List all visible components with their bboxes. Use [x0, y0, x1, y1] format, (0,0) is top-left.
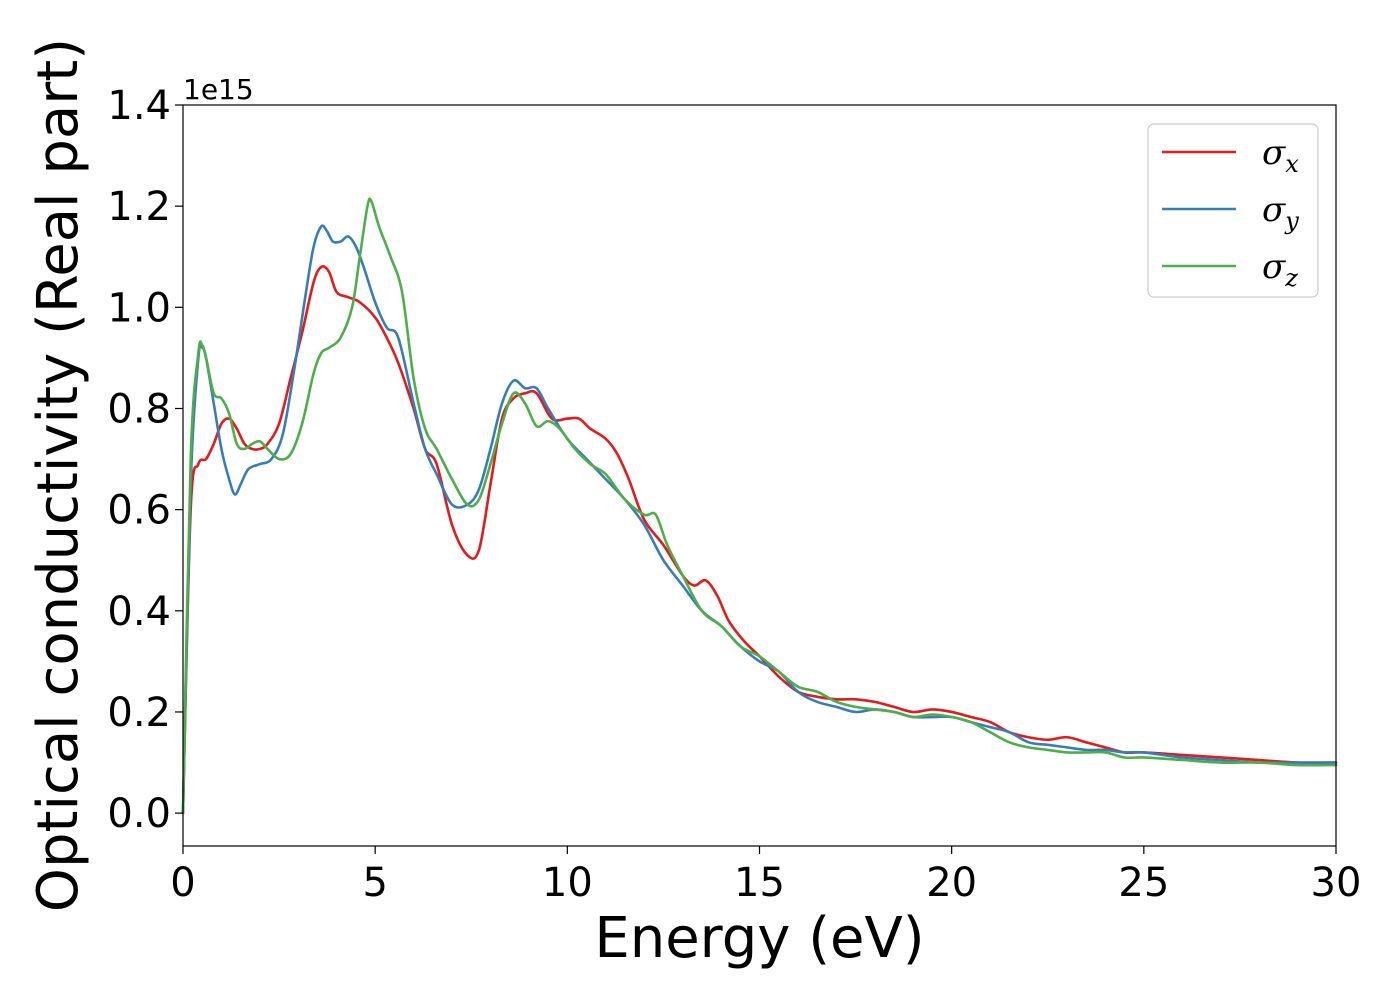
legend-items: σx σy σz [1162, 133, 1299, 292]
legend-label-x: σx [1262, 133, 1299, 178]
x-tick-label: 20 [926, 860, 977, 906]
y-tick-label: 0.8 [107, 386, 171, 432]
x-tick-label: 25 [1118, 860, 1169, 906]
x-tick-label: 10 [542, 860, 593, 906]
plot-background [183, 105, 1336, 846]
y-tick-label: 1.4 [107, 83, 171, 129]
x-axis-label: Energy (eV) [594, 906, 924, 971]
legend-label-z: σz [1262, 247, 1298, 292]
y-tick-label: 1.0 [107, 285, 171, 331]
x-tick-label: 5 [362, 860, 387, 906]
y-tick-label: 0.0 [107, 791, 171, 837]
x-axis: 0 5 10 15 20 25 30 [170, 846, 1361, 906]
legend-box [1147, 123, 1319, 298]
x-tick-label: 15 [734, 860, 785, 906]
series-line-z [181, 197, 1338, 815]
y-axis: 0.0 0.2 0.4 0.6 0.8 1.0 1.2 1.4 [107, 83, 183, 837]
legend-label-y: σy [1262, 190, 1299, 235]
series-layer [181, 197, 1338, 815]
y-tick-label: 0.6 [107, 488, 171, 534]
series-line-x [181, 265, 1338, 815]
y-tick-label: 1.2 [107, 184, 171, 230]
legend: σx σy σz [1147, 123, 1319, 298]
series-line-y [181, 224, 1338, 815]
y-tick-label: 0.4 [107, 589, 171, 635]
x-tick-label: 0 [170, 860, 195, 906]
y-axis-label: Optical conductivity (Real part) [26, 38, 91, 912]
x-tick-label: 30 [1311, 860, 1362, 906]
y-tick-label: 0.2 [107, 690, 171, 736]
y-offset-label: 1e15 [183, 73, 254, 106]
